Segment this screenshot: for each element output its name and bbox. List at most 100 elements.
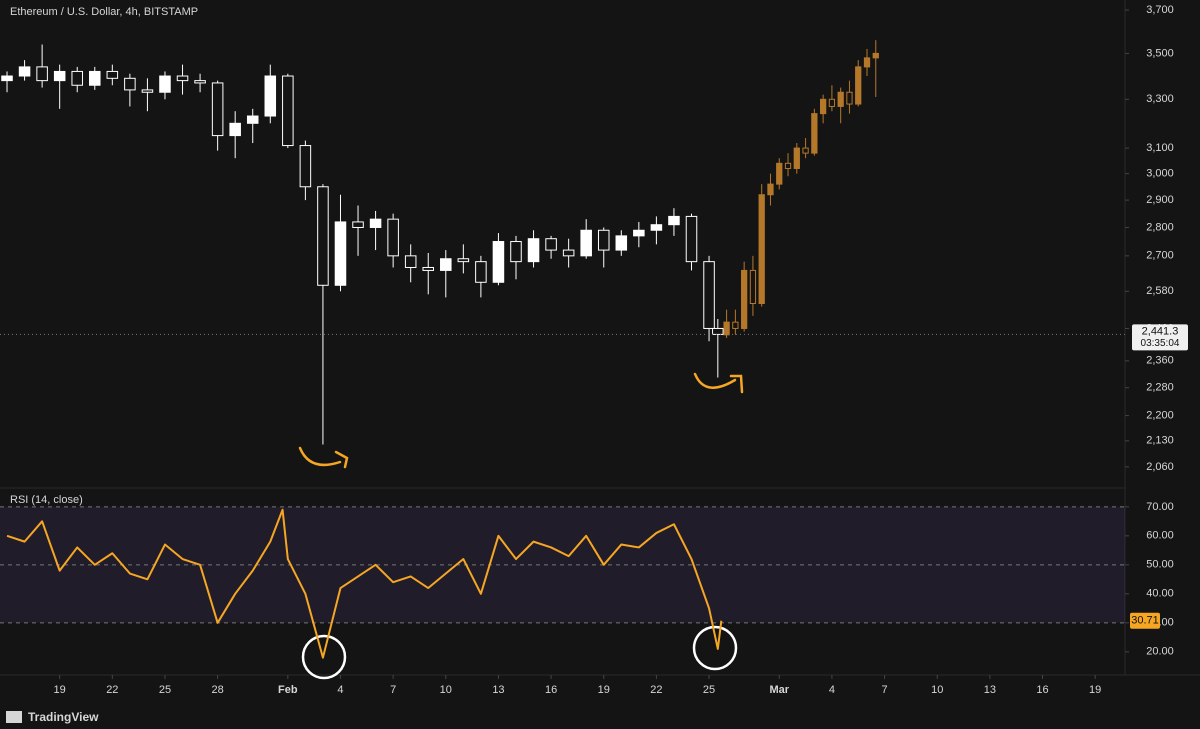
x-tick-label: 10 [440, 684, 452, 696]
candle-body [741, 269, 748, 329]
x-tick-label: 16 [545, 684, 557, 696]
candle-body [819, 98, 827, 115]
arrow-head [729, 374, 744, 394]
x-tick-label: 13 [984, 684, 996, 696]
arrow [693, 372, 737, 389]
x-tick-label: 19 [1089, 684, 1101, 696]
candle-body [106, 70, 119, 79]
candle-body [475, 261, 487, 283]
candle-body [422, 266, 435, 271]
candle-body [837, 91, 844, 107]
y-tick-label: 20.00 [1146, 646, 1174, 658]
candle-body [264, 75, 277, 117]
candle-body [53, 70, 66, 82]
candle-body [703, 261, 715, 329]
candle-body [510, 241, 522, 263]
x-tick-label: 19 [598, 684, 610, 696]
candle-body [18, 66, 31, 77]
value-tag-label: 30.71 [1131, 615, 1159, 627]
candle-body [749, 269, 757, 304]
y-tick-label: 2,700 [1146, 250, 1174, 262]
candle-body [784, 162, 792, 169]
price-tag-label: 2,441.3 [1142, 325, 1179, 337]
x-tick-label: 22 [650, 684, 662, 696]
x-tick-label: 19 [54, 684, 66, 696]
candle-body [767, 183, 774, 196]
candle-body [246, 115, 259, 124]
candle-body [802, 147, 809, 154]
y-tick-label: 40.00 [1146, 588, 1174, 600]
y-tick-label: 2,900 [1146, 194, 1174, 206]
circle [692, 625, 738, 671]
candle-body [36, 66, 48, 82]
y-tick-label: 2,580 [1146, 285, 1174, 297]
x-tick-label: 7 [390, 684, 396, 696]
candle-body [492, 241, 505, 283]
candle-body [176, 75, 189, 82]
y-tick-label: 50.00 [1146, 559, 1174, 571]
candle-body [71, 70, 83, 86]
y-tick-label: 2,360 [1146, 355, 1174, 367]
candle-body [1, 75, 13, 82]
candle-body [457, 258, 470, 263]
x-tick-label: 25 [159, 684, 171, 696]
y-tick-label: 3,300 [1146, 93, 1174, 105]
arrow [298, 446, 342, 467]
candle-body [758, 194, 765, 304]
x-tick-label: Mar [769, 684, 789, 696]
rsi-title: RSI (14, close) [10, 494, 83, 506]
candle-body [793, 147, 800, 169]
candle-body [229, 122, 241, 137]
y-tick-label: 2,280 [1146, 382, 1174, 394]
candle-body [562, 249, 575, 257]
circles [301, 625, 738, 680]
candle-body [685, 215, 698, 263]
y-tick-label: 2,200 [1146, 410, 1174, 422]
candle-body [872, 52, 879, 59]
y-tick-label: 2,060 [1146, 461, 1174, 473]
candle-body [545, 238, 557, 251]
candle-body [723, 321, 730, 336]
x-tick-label: Feb [278, 684, 298, 696]
candle-body [369, 218, 382, 228]
y-tick-label: 3,700 [1146, 4, 1174, 16]
chart-title: Ethereum / U.S. Dollar, 4h, BITSTAMP [10, 6, 198, 18]
y-tick-label: 2,130 [1146, 435, 1174, 447]
candle-body [282, 75, 294, 147]
candle-body [597, 229, 610, 251]
candle-body [159, 75, 171, 93]
candle-body [141, 89, 154, 93]
x-tick-label: 13 [492, 684, 504, 696]
candle-body [863, 57, 871, 68]
x-tick-label: 4 [337, 684, 343, 696]
y-tick-label: 3,500 [1146, 47, 1174, 59]
candle-body [89, 70, 101, 86]
x-tick-label: 10 [931, 684, 943, 696]
candle-body [668, 215, 680, 226]
y-tick-label: 70.00 [1146, 501, 1174, 513]
x-tick-label: 16 [1036, 684, 1048, 696]
rsi-line [6, 508, 723, 659]
countdown: 03:35:04 [1141, 338, 1180, 349]
candle-body [404, 255, 417, 268]
x-tick-label: 22 [106, 684, 118, 696]
value-tag [1130, 612, 1160, 629]
logo [6, 711, 22, 723]
y-tick-label: 3,000 [1146, 168, 1174, 180]
x-tick-label: 7 [881, 684, 887, 696]
x-tick-label: 25 [703, 684, 715, 696]
candle-body [776, 162, 783, 185]
candle-body [732, 321, 739, 329]
candle-body [317, 186, 329, 286]
candle-body [194, 80, 206, 84]
candle-body [650, 224, 663, 231]
candle-body [855, 66, 862, 105]
candle-body [527, 238, 540, 263]
circle [301, 634, 347, 680]
x-tick-label: 28 [212, 684, 224, 696]
candle-body [124, 77, 136, 91]
candle-body [352, 221, 364, 228]
annotations [298, 372, 744, 469]
